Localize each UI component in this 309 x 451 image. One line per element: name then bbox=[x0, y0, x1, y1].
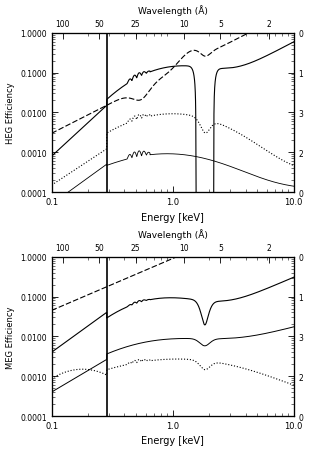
X-axis label: Energy [keV]: Energy [keV] bbox=[141, 212, 204, 222]
X-axis label: Wavelength (Å): Wavelength (Å) bbox=[138, 5, 208, 16]
X-axis label: Energy [keV]: Energy [keV] bbox=[141, 436, 204, 446]
Y-axis label: HEG Efficiency: HEG Efficiency bbox=[6, 83, 15, 144]
X-axis label: Wavelength (Å): Wavelength (Å) bbox=[138, 229, 208, 240]
Y-axis label: MEG Efficiency: MEG Efficiency bbox=[6, 305, 15, 368]
